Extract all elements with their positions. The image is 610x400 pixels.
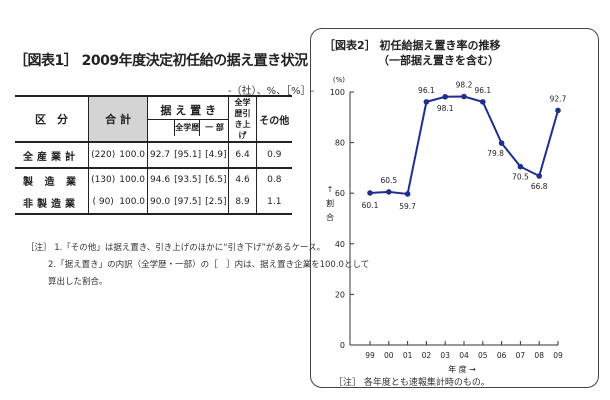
data-point	[480, 99, 486, 105]
row-freeze-all: [95.1]	[172, 142, 204, 169]
row-other: 0.8	[255, 168, 292, 191]
header-freeze: 据 え 置 き	[160, 104, 217, 117]
data-label: 96.1	[418, 86, 435, 95]
x-tick-label: 07	[516, 351, 526, 360]
data-label: 98.1	[437, 104, 454, 113]
x-tick-label: 05	[478, 351, 488, 360]
header-total: 合 計	[88, 96, 148, 142]
row-raise: 8.9	[228, 191, 257, 214]
note-1: ［注］ 1.「その他」は据え置き、引き上げのほかに“引き下げ”があるケース。	[26, 243, 326, 253]
row-other: 1.1	[255, 191, 292, 214]
y-tick-label: 100	[330, 88, 345, 97]
data-point	[442, 94, 449, 100]
row-total: 100.0	[117, 142, 148, 169]
row-freeze-all: [97.5]	[174, 197, 202, 207]
x-tick-label: 06	[497, 351, 507, 360]
row-freeze-part: [6.5]	[205, 175, 227, 185]
x-tick-label: 04	[459, 351, 469, 360]
row-freeze: 90.0	[147, 191, 173, 214]
row-freeze: 92.7	[147, 142, 173, 169]
y-tick-label: 80	[335, 139, 345, 148]
data-label: 60.5	[380, 176, 397, 185]
data-label: 59.7	[399, 202, 416, 211]
data-point	[423, 99, 430, 105]
y-axis-label: ↑	[327, 185, 334, 194]
table-title: ［図表1］ 2009年度決定初任給の据え置き状況	[14, 53, 308, 69]
table-row: 全産業計 (220) 100.0 92.7 [95.1] [4.9] 6.4 0…	[15, 142, 292, 169]
row-label: 全産業計	[15, 142, 89, 169]
row-total: 100.0	[119, 175, 146, 185]
table-row: 製 造 業 (130) 100.0 94.6 [93.5] [6.5] 4.6 …	[15, 168, 292, 191]
data-point	[555, 107, 561, 114]
data-point	[461, 93, 467, 100]
header-freeze-all: 全学歴	[174, 120, 199, 136]
x-tick-label: 01	[403, 351, 413, 360]
x-tick-label: 00	[384, 351, 394, 360]
row-other: 0.9	[255, 142, 292, 169]
y-tick-label: 20	[335, 290, 345, 299]
y-tick-label: 40	[335, 240, 345, 249]
y-axis-label: 割	[326, 198, 334, 208]
x-tick-label: 09	[553, 351, 563, 360]
row-count: ( 90)	[88, 191, 118, 214]
row-total: 100.0	[119, 197, 146, 207]
data-label: 98.2	[456, 81, 473, 90]
data-label: 60.1	[362, 201, 379, 210]
row-freeze-part: [2.5]	[205, 197, 227, 207]
table-row: 非製造業 ( 90) 100.0 90.0 [97.5] [2.5] 8.9 1…	[15, 191, 292, 214]
table-notes: ［注］ 1.「その他」は据え置き、引き上げのほかに“引き下げ”があるケース。 2…	[26, 240, 369, 291]
row-freeze-all: [93.5]	[174, 175, 202, 185]
note-2: 2.「据え置き」の内訳（全学歴・一部）の［ ］内は、据え置き企業を100.0とし…	[48, 260, 370, 270]
x-tick-label: 99	[365, 351, 375, 360]
header-freeze-part: 一 部	[199, 120, 228, 136]
row-label: 非製造業	[23, 198, 79, 210]
y-tick-label: 60	[335, 189, 345, 198]
data-label: 79.8	[487, 149, 504, 158]
x-axis-label: 年 度 →	[448, 364, 476, 374]
row-raise: 6.4	[228, 142, 257, 169]
data-point	[498, 140, 505, 146]
x-tick-label: 03	[440, 351, 450, 360]
data-point	[536, 173, 542, 179]
data-label: 96.1	[474, 86, 491, 95]
y-tick-label: 0	[340, 341, 345, 350]
data-label: 70.5	[512, 173, 529, 182]
header-category: 区 分	[35, 113, 69, 126]
note-3: 算出した割合。	[48, 277, 108, 287]
data-point	[404, 191, 411, 197]
header-other: その他	[255, 96, 292, 142]
header-freeze-group: 据 え 置 き 全学歴 一 部	[147, 96, 229, 142]
y-unit: (%)	[333, 76, 345, 84]
header-raise: 全学歴引き上げ	[228, 96, 257, 142]
freeze-status-table: 区 分 合 計 据 え 置 き 全学歴 一 部 全学歴引き上げ その他 全産業計…	[15, 95, 292, 215]
data-label: 92.7	[550, 94, 567, 103]
data-label: 66.8	[531, 182, 548, 191]
row-freeze-part: [4.9]	[203, 142, 229, 169]
x-tick-label: 08	[534, 351, 544, 360]
row-count: (220)	[88, 142, 118, 169]
row-raise: 4.6	[228, 168, 257, 191]
x-tick-label: 02	[422, 351, 432, 360]
table-unit: -（社）、%、［%］-	[228, 86, 315, 97]
data-point	[386, 189, 392, 195]
chart-frame	[310, 28, 599, 388]
data-point	[517, 163, 524, 170]
y-axis-label: 合	[326, 212, 334, 222]
row-freeze: 94.6	[147, 168, 173, 191]
chart-title: ［図表2］ 初任給据え置き率の推移	[324, 39, 501, 52]
chart-note: ［注］ 各年度とも速報集計時のもの。	[334, 378, 490, 388]
row-label: 製 造 業	[23, 176, 80, 188]
data-point	[367, 190, 373, 196]
row-count: (130)	[88, 168, 118, 191]
table-header-row: 区 分 合 計 据 え 置 き 全学歴 一 部 全学歴引き上げ その他	[15, 96, 292, 142]
chart-subtitle: （一部据え置きを含む）	[378, 54, 499, 67]
series-line	[369, 95, 559, 196]
